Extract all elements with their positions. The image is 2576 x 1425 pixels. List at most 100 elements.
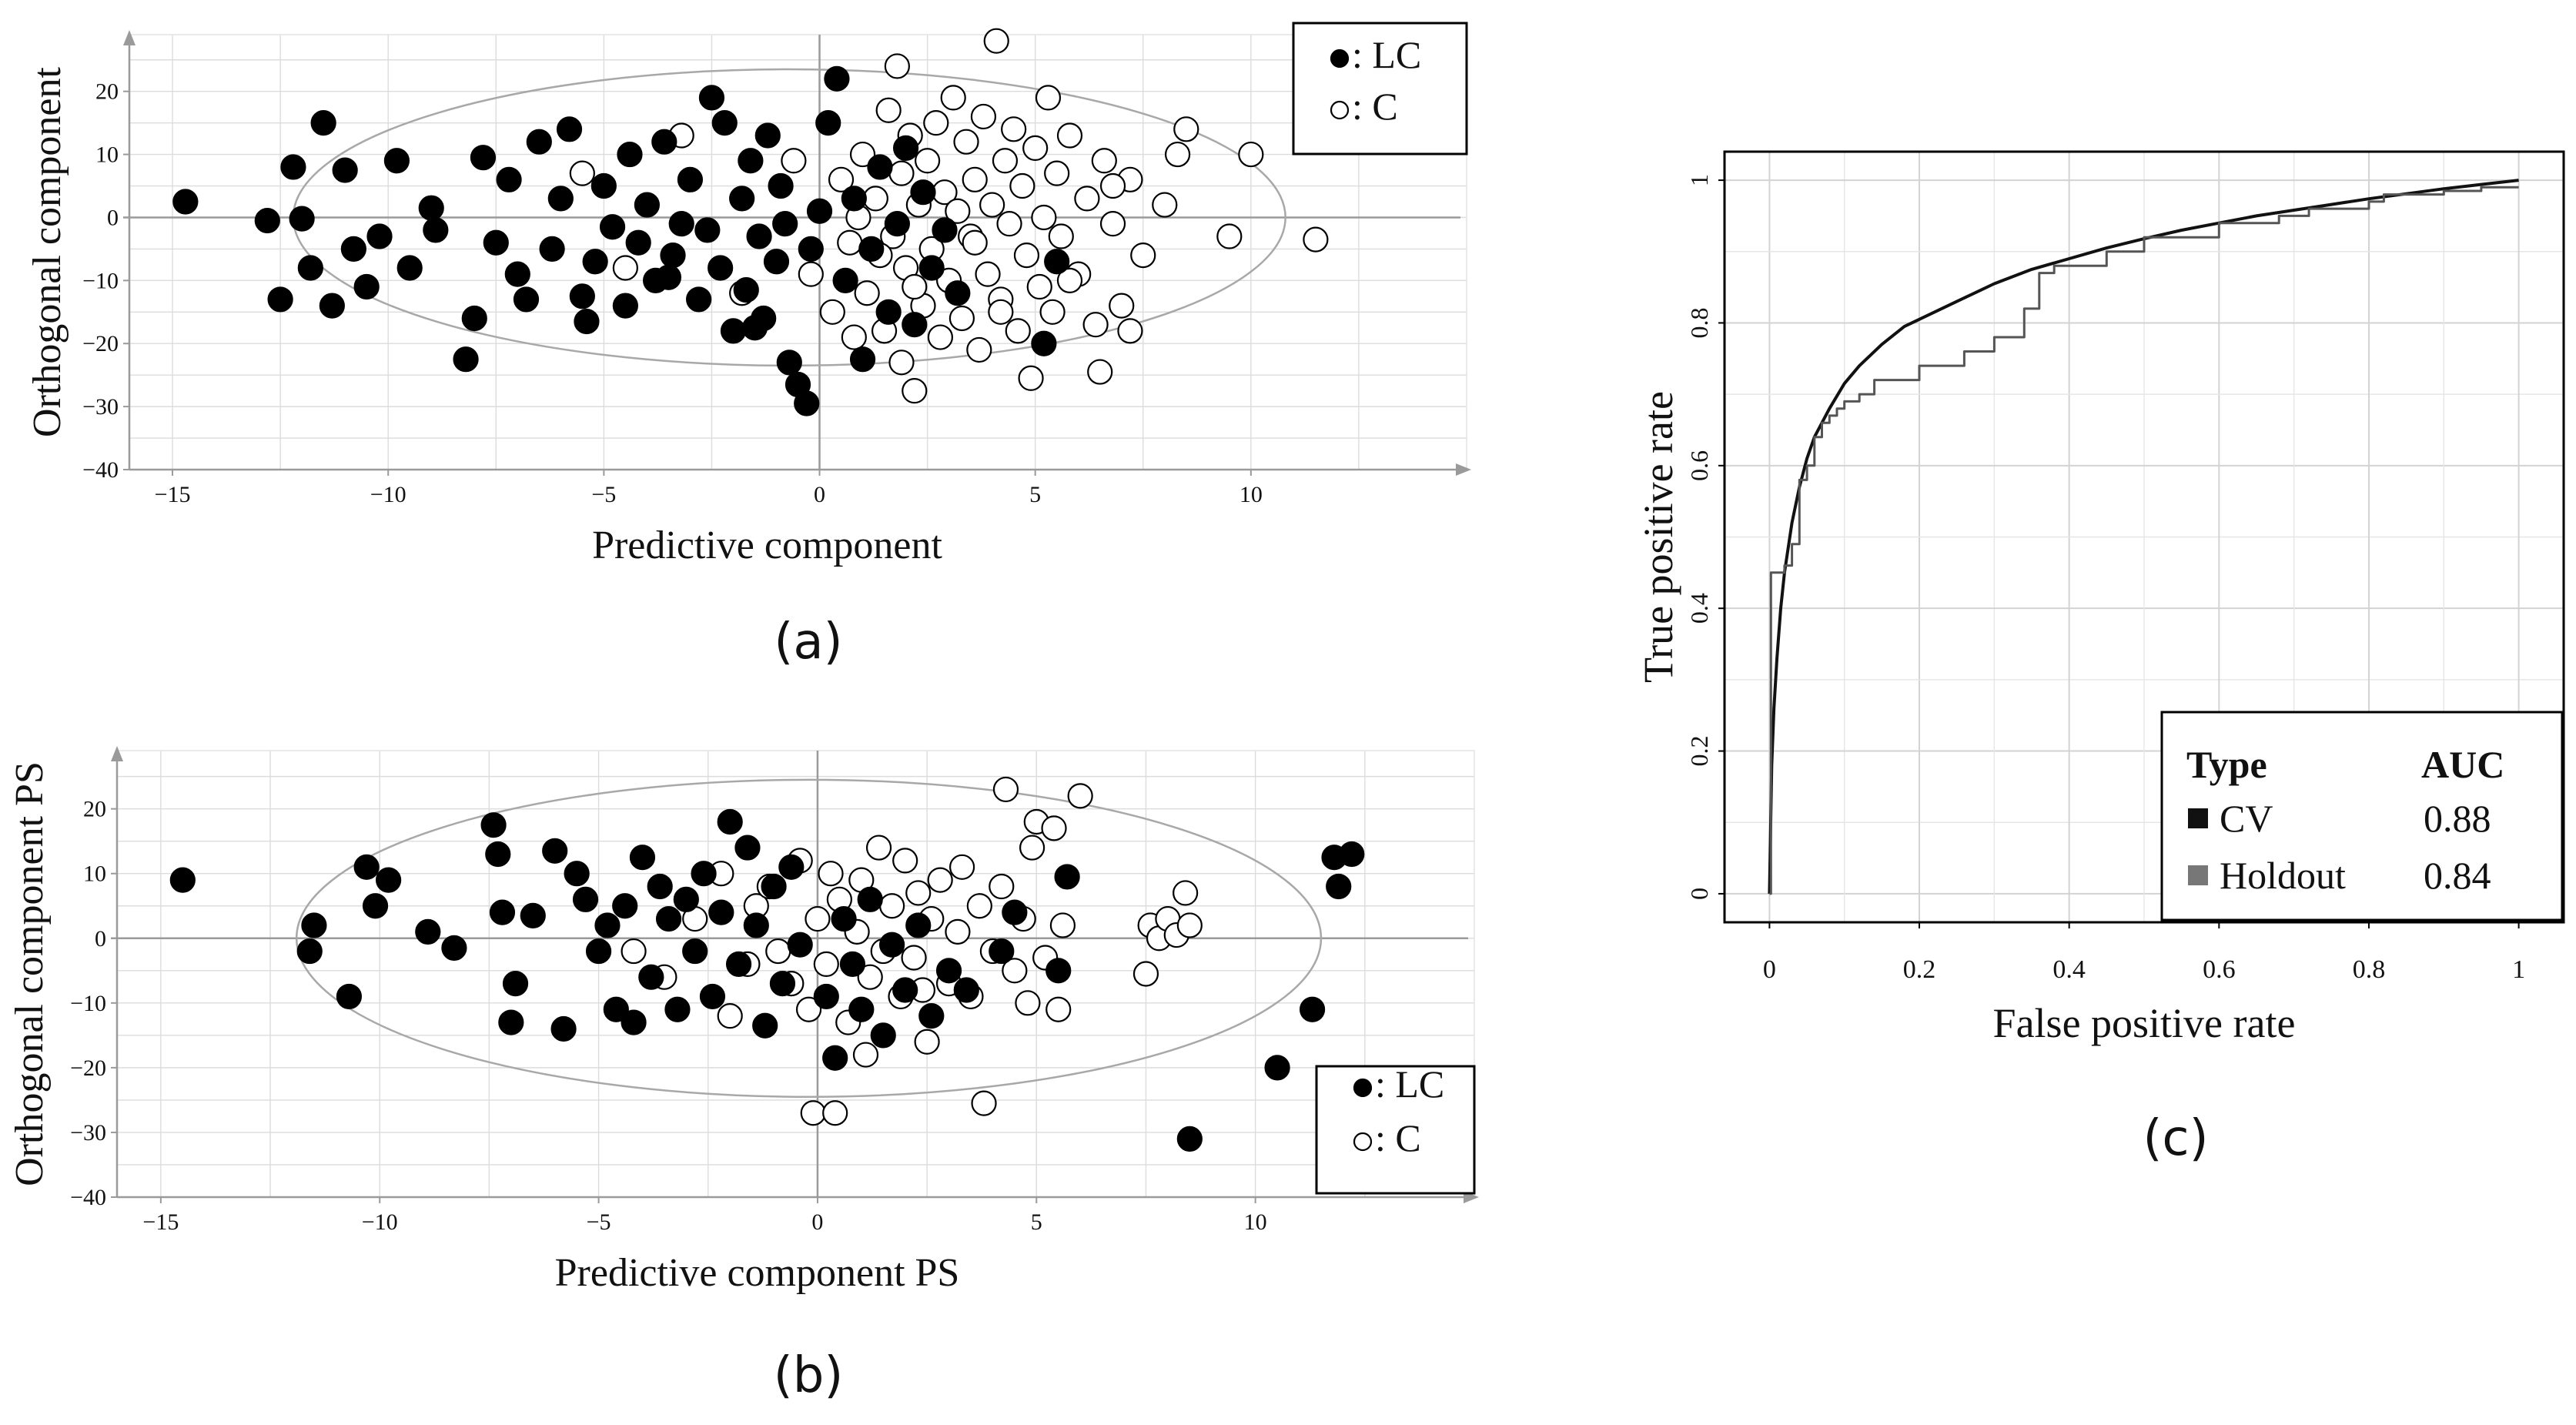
- panel-b-y-tick-label: −10: [70, 991, 106, 1016]
- panel-c-y-tick-label: 0.8: [1685, 307, 1713, 338]
- panel-a-point-lc: [539, 236, 565, 263]
- panel-a-point-lc: [547, 186, 574, 212]
- panel-b-point-lc: [761, 873, 787, 900]
- panel-b-point-c: [621, 938, 647, 965]
- panel-a-legend-marker-lc: [1330, 49, 1350, 69]
- panel-b-point-c: [805, 905, 831, 932]
- panel-a-point-lc: [366, 223, 393, 249]
- panel-a-point-lc: [733, 277, 759, 303]
- panel-a-point-lc: [599, 214, 626, 240]
- panel-b-point-c: [927, 867, 953, 893]
- panel-c-x-tick-label: 0.4: [2052, 955, 2086, 984]
- panel-a-point-lc: [461, 305, 487, 332]
- panel-b-point-lc: [839, 951, 866, 977]
- panel-a-point-c: [992, 148, 1019, 174]
- panel-b-y-tick-label: −40: [70, 1185, 106, 1210]
- panel-a-point-c: [1013, 242, 1040, 269]
- panel-a-point-lc: [806, 198, 833, 224]
- panel-b-point-c: [901, 945, 927, 971]
- panel-b-point-lc: [664, 996, 691, 1022]
- panel-a-point-c: [1001, 116, 1027, 142]
- panel-b-point-c: [971, 1090, 997, 1116]
- panel-c-y-tick-label: 1: [1685, 174, 1713, 186]
- panel-a-point-c: [849, 141, 876, 168]
- panel-a-point-c: [940, 85, 966, 111]
- panel-a-point-lc: [655, 264, 682, 290]
- panel-b-point-c: [822, 1100, 848, 1126]
- panel-b-point-lc: [935, 958, 962, 984]
- panel-a-point-c: [966, 336, 992, 363]
- panel-b-point-c: [865, 835, 892, 861]
- panel-a-point-lc: [280, 154, 306, 180]
- panel-b-y-tick-label: 0: [95, 926, 106, 952]
- panel-b-point-c: [945, 918, 971, 945]
- panel-b-point-lc: [301, 912, 327, 938]
- panel-a-point-lc: [708, 255, 734, 281]
- panel-b-point-lc: [376, 867, 402, 893]
- panel-a-point-c: [1164, 141, 1191, 168]
- panel-a-point-lc: [319, 293, 345, 319]
- panel-b-point-lc: [612, 893, 638, 919]
- panel-b-point-lc: [699, 983, 726, 1010]
- panel-a-point-lc: [172, 189, 199, 215]
- panel-a-point-lc: [884, 211, 910, 237]
- panel-a-point-c: [1018, 365, 1044, 391]
- panel-c-x-tick-label: 0.2: [1903, 955, 1936, 984]
- panel-c-plot-frame: [1723, 150, 2565, 924]
- panel-b-point-lc: [673, 886, 699, 912]
- panel-a-point-lc: [569, 283, 595, 309]
- panel-a-point-lc: [841, 186, 867, 212]
- panel-a-point-c: [1087, 359, 1113, 385]
- panel-a-point-c: [927, 324, 954, 350]
- panel-b-point-lc: [691, 861, 717, 887]
- panel-a-y-tick-label: −10: [82, 268, 119, 293]
- panel-a-point-c: [945, 198, 971, 224]
- panel-c-legend-name-holdout: Holdout: [2220, 854, 2346, 897]
- panel-b-point-lc: [1054, 864, 1080, 890]
- panel-c-legend-box: [2160, 711, 2564, 922]
- panel-a-point-lc: [892, 135, 919, 161]
- panel-a-point-lc: [660, 242, 686, 269]
- panel-c-x-tick-label: 0: [1763, 955, 1776, 984]
- panel-a-point-lc: [651, 129, 677, 155]
- panel-b-legend-label: : C: [1375, 1116, 1421, 1159]
- panel-a-point-lc: [1031, 330, 1057, 356]
- panel-b-point-lc: [892, 977, 918, 1003]
- panel-b-point-c: [1049, 912, 1076, 938]
- panel-b-point-lc: [725, 951, 752, 977]
- panel-a-point-c: [1031, 204, 1057, 231]
- panel-a-point-lc: [668, 211, 694, 237]
- panel-a-point-lc: [340, 236, 366, 263]
- panel-b-point-lc: [655, 905, 682, 932]
- caption-b: (b): [774, 1347, 844, 1404]
- panel-b-point-lc: [480, 812, 507, 838]
- panel-a: −15 −10 −5 0 5 10 −40 −30 −20 −10 0 10 20 Predictive …: [25, 22, 1471, 567]
- panel-a-point-c: [962, 229, 988, 256]
- panel-b-point-lc: [520, 902, 546, 928]
- panel-b-point-lc: [708, 899, 734, 925]
- panel-b-x-tick-label: −10: [362, 1209, 398, 1235]
- panel-a-point-c: [1074, 186, 1100, 212]
- caption-c: (c): [2143, 1110, 2208, 1167]
- panel-a-point-c: [1238, 141, 1264, 168]
- panel-a-point-c: [1056, 267, 1083, 293]
- panel-b-point-lc: [1339, 841, 1365, 868]
- panel-a-point-c: [854, 280, 880, 306]
- panel-b-point-lc: [870, 1022, 896, 1049]
- panel-a-point-c: [888, 160, 915, 186]
- panel-a-point-lc: [289, 206, 315, 232]
- panel-a-point-lc: [945, 280, 971, 306]
- panel-a-point-c: [948, 305, 975, 332]
- panel-a-point-lc: [798, 236, 824, 263]
- panel-a-point-c: [612, 255, 638, 281]
- panel-a-legend-label: : C: [1352, 85, 1398, 128]
- panel-a-point-c: [1022, 135, 1049, 161]
- panel-c-x-tick-label: 1: [2512, 955, 2525, 984]
- panel-b-point-lc: [1264, 1055, 1290, 1081]
- panel-c-legend-auc-cv: 0.88: [2424, 797, 2491, 840]
- panel-b: −15 −10 −5 0 5 10 −40 −30 −20 −10 0 10 20 Predictive …: [8, 746, 1479, 1295]
- panel-a-x-axis-arrow: [1456, 463, 1471, 476]
- panel-b-point-lc: [682, 938, 708, 965]
- panel-b-point-c: [717, 1003, 743, 1029]
